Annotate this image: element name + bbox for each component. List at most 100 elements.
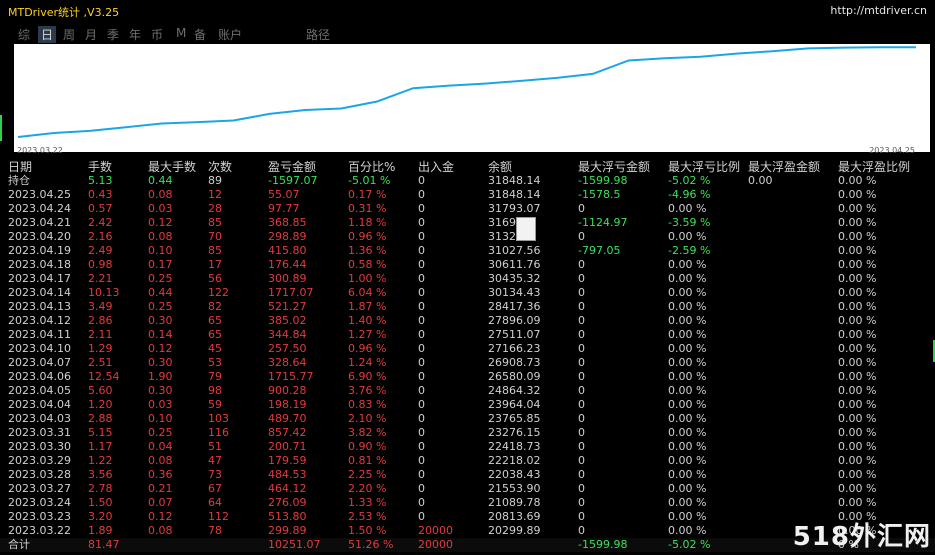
table-cell: 344.84 bbox=[268, 328, 307, 341]
table-cell: 2.53 % bbox=[348, 510, 387, 523]
table-cell: 98 bbox=[208, 384, 222, 397]
table-cell: 2023.04.13 bbox=[8, 300, 71, 313]
table-cell: 0 bbox=[578, 384, 585, 397]
table-cell: -797.05 bbox=[578, 244, 621, 257]
position-row: 持仓 5.13 0.44 89 -1597.07 -5.01 % 0 31848.14 -159… bbox=[0, 174, 935, 188]
table-cell: 2.16 bbox=[88, 230, 113, 243]
table-cell: 0 bbox=[578, 468, 585, 481]
table-cell: 0.00 % bbox=[668, 314, 707, 327]
hover-tooltip bbox=[516, 217, 536, 241]
table-row: 2023.03.29 1.22 0.08 47 179.59 0.81 % 0 22218.0… bbox=[0, 454, 935, 468]
table-cell: 2023.04.11 bbox=[8, 328, 71, 341]
table-cell: 2.20 % bbox=[348, 482, 387, 495]
frame-edge-marker bbox=[933, 340, 935, 362]
table-cell: 0.00 % bbox=[668, 468, 707, 481]
table-cell: 30611.76 bbox=[488, 258, 541, 271]
table-cell: 2023.03.28 bbox=[8, 468, 71, 481]
table-cell: 0.00 % bbox=[838, 468, 877, 481]
column-header: 余额 bbox=[488, 160, 513, 174]
table-cell: 22418.73 bbox=[488, 440, 541, 453]
table-cell: 2.88 bbox=[88, 412, 113, 425]
table-cell: 0.00 % bbox=[668, 524, 707, 537]
table-cell: 857.42 bbox=[268, 426, 307, 439]
table-cell: 0 bbox=[418, 468, 425, 481]
table-cell: 415.80 bbox=[268, 244, 307, 257]
table-cell: 0 bbox=[418, 174, 425, 187]
table-cell: 0.00 % bbox=[668, 342, 707, 355]
table-cell: 3.20 bbox=[88, 510, 113, 523]
table-cell: 0 bbox=[578, 356, 585, 369]
table-cell: 0.36 bbox=[148, 468, 173, 481]
tab-8[interactable]: 备 bbox=[194, 28, 207, 42]
column-header: 最大浮盈金额 bbox=[748, 160, 821, 174]
table-cell: 0.12 bbox=[148, 510, 173, 523]
table-cell: 0 bbox=[418, 244, 425, 257]
table-cell: 1.00 % bbox=[348, 272, 387, 285]
tab-1[interactable]: 日 bbox=[38, 26, 57, 43]
table-cell: 28417.36 bbox=[488, 300, 541, 313]
table-cell: 0.25 bbox=[148, 426, 173, 439]
title-bar: MTDriver统计 ,V3.25 http://mtdriver.cn bbox=[0, 0, 935, 22]
tab-5[interactable]: 年 bbox=[129, 28, 142, 42]
column-header: 最大浮盈比例 bbox=[838, 160, 911, 174]
table-row: 2023.04.13 3.49 0.25 82 521.27 1.87 % 0 28417.3… bbox=[0, 300, 935, 314]
table-cell: 1.20 bbox=[88, 398, 113, 411]
table-cell: 298.89 bbox=[268, 230, 307, 243]
table-cell: 0 bbox=[578, 454, 585, 467]
table-cell: 27166.23 bbox=[488, 342, 541, 355]
column-header: 百分比% bbox=[348, 160, 396, 174]
table-row: 2023.04.24 0.57 0.03 28 97.77 0.31 % 0 31793.07… bbox=[0, 202, 935, 216]
table-cell: 0.00 % bbox=[838, 314, 877, 327]
table-cell: 0.00 % bbox=[668, 202, 707, 215]
table-cell: 12.54 bbox=[88, 370, 120, 383]
table-cell: 65 bbox=[208, 314, 222, 327]
table-cell: 0 bbox=[418, 286, 425, 299]
table-cell: 53 bbox=[208, 356, 222, 369]
table-cell: 2023.04.18 bbox=[8, 258, 71, 271]
table-row: 2023.04.07 2.51 0.30 53 328.64 1.24 % 0 26908.7… bbox=[0, 356, 935, 370]
table-cell: 299.89 bbox=[268, 524, 307, 537]
tab-7[interactable]: M bbox=[176, 26, 187, 40]
tab-9[interactable]: 账户 bbox=[218, 28, 243, 42]
table-cell: 0.00 bbox=[748, 174, 773, 187]
table-cell: 0 bbox=[418, 440, 425, 453]
table-cell: 0.00 % bbox=[838, 244, 877, 257]
table-row: 2023.03.23 3.20 0.12 112 513.80 2.53 % 0 20813.… bbox=[0, 510, 935, 524]
table-cell: 0 bbox=[418, 370, 425, 383]
table-cell: 0 bbox=[418, 356, 425, 369]
table-cell: 0.00 % bbox=[668, 412, 707, 425]
table-cell: 59 bbox=[208, 398, 222, 411]
tab-3[interactable]: 月 bbox=[85, 28, 98, 42]
table-cell: 116 bbox=[208, 426, 229, 439]
tab-2[interactable]: 周 bbox=[63, 28, 76, 42]
table-cell: 3.49 bbox=[88, 300, 113, 313]
table-cell: 0.98 bbox=[88, 258, 113, 271]
table-cell: 0.00 % bbox=[838, 188, 877, 201]
tab-0[interactable]: 综 bbox=[18, 28, 31, 42]
table-cell: 0 bbox=[418, 216, 425, 229]
table-cell: 0 bbox=[578, 510, 585, 523]
table-cell: 0 bbox=[418, 230, 425, 243]
table-cell: 0.81 % bbox=[348, 454, 387, 467]
table-cell: 0.00 % bbox=[668, 426, 707, 439]
column-header: 出入金 bbox=[418, 160, 455, 174]
column-header: 盈亏金额 bbox=[268, 160, 317, 174]
table-cell: 0.31 % bbox=[348, 202, 387, 215]
table-cell: 70 bbox=[208, 230, 222, 243]
site-url-link[interactable]: http://mtdriver.cn bbox=[830, 4, 927, 17]
table-cell: 27896.09 bbox=[488, 314, 541, 327]
table-cell: 0.00 % bbox=[668, 510, 707, 523]
table-cell: 27511.07 bbox=[488, 328, 541, 341]
tab-6[interactable]: 币 bbox=[151, 28, 164, 42]
table-cell: 0 bbox=[418, 510, 425, 523]
table-cell: 0.03 bbox=[148, 202, 173, 215]
table-cell: 484.53 bbox=[268, 468, 307, 481]
tab-4[interactable]: 季 bbox=[107, 28, 120, 42]
table-cell: 276.09 bbox=[268, 496, 307, 509]
table-cell: 0.00 % bbox=[838, 272, 877, 285]
table-cell: 0 bbox=[418, 412, 425, 425]
tab-10[interactable]: 路径 bbox=[306, 28, 331, 42]
table-cell: 198.19 bbox=[268, 398, 307, 411]
table-cell: 2.86 bbox=[88, 314, 113, 327]
table-cell: 0.00 % bbox=[838, 524, 877, 537]
